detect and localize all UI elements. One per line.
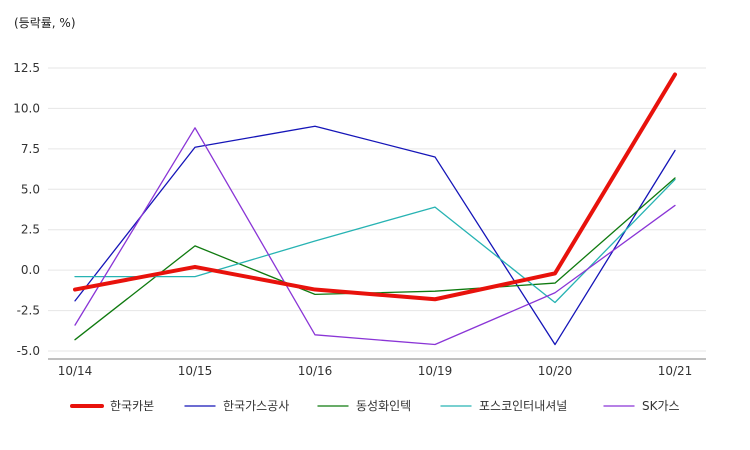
x-tick-label: 10/16 [298, 364, 333, 378]
legend-label: 포스코인터내셔널 [479, 399, 567, 413]
x-tick-label: 10/20 [538, 364, 573, 378]
legend-label: SK가스 [642, 399, 680, 413]
y-tick-label: 12.5 [13, 61, 40, 75]
legend: 한국카본 한국가스공사 동성화인텍 포스코인터내셔널 SK가스 [70, 399, 680, 413]
axes: 12.5 10.0 7.5 5.0 2.5 0.0 -2.5 -5.0 10/14 10/15 10… [13, 61, 706, 378]
x-tick-label: 10/19 [418, 364, 453, 378]
x-tick-label: 10/14 [58, 364, 93, 378]
y-tick-label: -5.0 [17, 344, 40, 358]
series-line [74, 177, 676, 341]
legend-label: 동성화인텍 [356, 399, 411, 413]
y-tick-label: 2.5 [21, 223, 40, 237]
y-tick-label: 10.0 [13, 101, 40, 115]
series-line [74, 125, 676, 346]
y-unit-label: (등락률, %) [14, 16, 76, 30]
y-tick-label: 7.5 [21, 142, 40, 156]
legend-label: 한국카본 [110, 399, 154, 413]
series-line [73, 72, 677, 302]
x-tick-label: 10/21 [658, 364, 693, 378]
series-line [74, 127, 676, 346]
series-lines [73, 72, 677, 346]
x-tick-label: 10/15 [178, 364, 213, 378]
legend-label: 한국가스공사 [223, 399, 289, 413]
y-tick-label: -2.5 [17, 304, 40, 318]
y-tick-label: 5.0 [21, 182, 40, 196]
y-tick-label: 0.0 [21, 263, 40, 277]
series-line [74, 178, 676, 304]
